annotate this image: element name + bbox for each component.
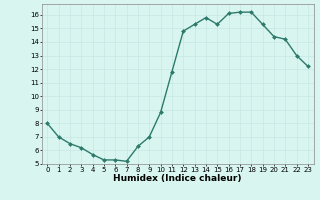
X-axis label: Humidex (Indice chaleur): Humidex (Indice chaleur) xyxy=(113,174,242,183)
